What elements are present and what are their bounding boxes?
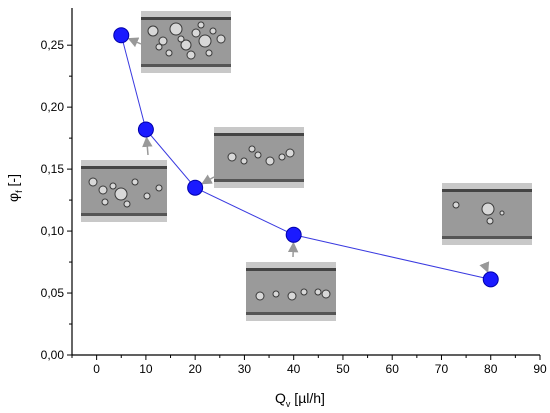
bubble bbox=[300, 288, 308, 296]
bubble bbox=[147, 25, 159, 37]
bubble bbox=[278, 153, 286, 161]
bubble bbox=[481, 202, 495, 216]
data-point bbox=[137, 121, 154, 138]
bubble bbox=[131, 178, 139, 186]
y-tick-label: 0,00 bbox=[41, 348, 65, 362]
y-tick-label: 0,20 bbox=[41, 100, 65, 114]
bubble bbox=[499, 210, 505, 216]
bubble bbox=[180, 39, 192, 51]
inset-arrow bbox=[201, 174, 215, 185]
bubble bbox=[272, 290, 280, 298]
bubble bbox=[285, 148, 295, 158]
channel-wall-top bbox=[214, 133, 304, 136]
y-tick-label: 0,25 bbox=[41, 38, 65, 52]
x-axis-label: Qv [µl/h] bbox=[275, 390, 325, 409]
bubble bbox=[143, 192, 151, 200]
bubble bbox=[240, 157, 248, 165]
bubble bbox=[198, 34, 212, 48]
y-tick-label: 0,15 bbox=[41, 162, 65, 176]
bubble bbox=[205, 49, 213, 57]
bubble bbox=[314, 288, 322, 296]
x-tick-label: 60 bbox=[386, 362, 400, 376]
data-point bbox=[285, 226, 302, 243]
bubble bbox=[177, 35, 185, 43]
bubble bbox=[98, 185, 108, 195]
bubble bbox=[158, 36, 168, 46]
y-axis-label: φf [-] bbox=[5, 174, 24, 202]
bubble bbox=[452, 201, 460, 209]
inset-micrograph bbox=[442, 183, 532, 245]
bubble bbox=[197, 21, 205, 29]
inset-arrows bbox=[127, 37, 490, 273]
inset-micrograph bbox=[141, 11, 231, 73]
data-series bbox=[113, 27, 499, 288]
x-tick-label: 50 bbox=[336, 362, 350, 376]
y-tick-label: 0,10 bbox=[41, 224, 65, 238]
bubble bbox=[248, 145, 256, 153]
y-tick-label: 0,05 bbox=[41, 286, 65, 300]
channel-wall-bottom bbox=[141, 64, 231, 67]
bubble bbox=[227, 152, 237, 162]
bubble bbox=[123, 200, 131, 208]
channel-wall-top bbox=[442, 189, 532, 192]
x-tick-label: 10 bbox=[139, 362, 153, 376]
channel-wall-top bbox=[81, 166, 167, 169]
channel-wall-top bbox=[141, 17, 231, 20]
bubble bbox=[169, 22, 183, 36]
bubble bbox=[254, 151, 262, 159]
bubble bbox=[101, 198, 109, 206]
x-tick-label: 0 bbox=[93, 362, 100, 376]
inset-micrograph bbox=[214, 127, 304, 188]
inset-arrow bbox=[142, 136, 153, 156]
bubble bbox=[321, 289, 331, 299]
data-point bbox=[187, 179, 204, 196]
bubble bbox=[88, 177, 98, 187]
data-point bbox=[482, 271, 499, 288]
x-tick-label: 80 bbox=[484, 362, 498, 376]
axis-labels: φf [-] Qv [µl/h] bbox=[5, 174, 325, 409]
ticks: 0,00 0,05 0,10 0,15 0,20 0,25 0 10 20 30 40 50 60 70 8… bbox=[41, 38, 547, 376]
inset-images bbox=[81, 11, 532, 321]
bubble bbox=[287, 291, 297, 301]
inset-arrow bbox=[127, 37, 142, 48]
data-point bbox=[113, 27, 130, 44]
inset-micrograph bbox=[81, 160, 167, 222]
bubble bbox=[486, 217, 494, 225]
channel-wall-bottom bbox=[81, 213, 167, 216]
bubble bbox=[155, 184, 163, 192]
axes bbox=[71, 8, 540, 356]
x-tick-label: 90 bbox=[533, 362, 547, 376]
channel-wall-bottom bbox=[246, 312, 336, 315]
x-tick-label: 30 bbox=[238, 362, 252, 376]
x-tick-label: 20 bbox=[188, 362, 202, 376]
bubble bbox=[165, 49, 173, 57]
bubble bbox=[186, 50, 196, 60]
inset-micrograph bbox=[246, 262, 336, 321]
channel-wall-bottom bbox=[214, 179, 304, 182]
bubble bbox=[191, 28, 201, 38]
bubble bbox=[265, 156, 275, 166]
x-tick-label: 70 bbox=[435, 362, 449, 376]
channel-wall-bottom bbox=[442, 236, 532, 239]
bubble bbox=[109, 182, 117, 190]
channel-wall-top bbox=[246, 268, 336, 271]
bubble bbox=[155, 43, 163, 51]
x-tick-label: 40 bbox=[287, 362, 301, 376]
bubble bbox=[216, 34, 226, 44]
inset-arrow bbox=[479, 261, 490, 273]
bubble bbox=[255, 291, 265, 301]
bubble bbox=[114, 187, 128, 201]
bubble bbox=[209, 27, 217, 35]
